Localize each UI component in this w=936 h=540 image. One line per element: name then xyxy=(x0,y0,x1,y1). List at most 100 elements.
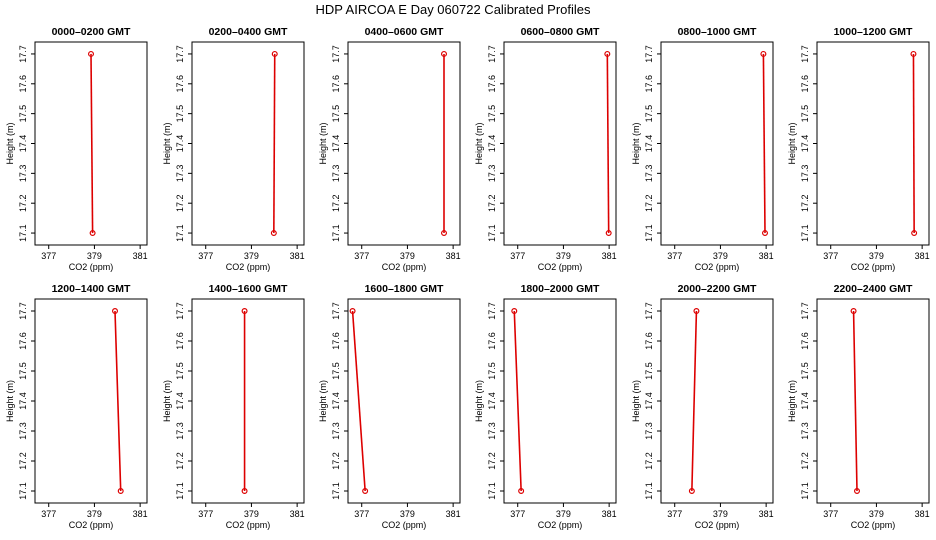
x-axis-label: CO2 (ppm) xyxy=(226,262,271,272)
x-axis-label: CO2 (ppm) xyxy=(851,520,896,530)
y-tick-label: 17.5 xyxy=(175,362,185,380)
x-axis-label: CO2 (ppm) xyxy=(695,520,740,530)
y-tick-label: 17.4 xyxy=(644,392,654,410)
y-tick-label: 17.3 xyxy=(175,422,185,440)
x-tick-label: 379 xyxy=(87,251,102,261)
x-tick-label: 379 xyxy=(244,509,259,519)
profile-line xyxy=(691,310,698,492)
y-tick-label: 17.5 xyxy=(331,105,341,123)
data-point xyxy=(850,308,857,315)
y-tick-label: 17.5 xyxy=(175,105,185,123)
y-tick-label: 17.1 xyxy=(800,482,810,500)
x-axis-label: CO2 (ppm) xyxy=(226,520,271,530)
chart-panel: 2200–2400 GMT 377 379 381 CO2 (ppm) 17.1 17.2 1… xyxy=(787,283,930,530)
y-tick-label: 17.7 xyxy=(800,302,810,320)
panel-title: 1600–1800 GMT xyxy=(365,283,444,295)
panel-title: 0400–0600 GMT xyxy=(365,26,444,38)
x-tick-label: 379 xyxy=(556,251,571,261)
y-tick-label: 17.7 xyxy=(331,302,341,320)
y-tick-label: 17.4 xyxy=(487,392,497,410)
panel-title: 0800–1000 GMT xyxy=(678,26,757,38)
x-tick-label: 377 xyxy=(198,251,213,261)
y-tick-label: 17.5 xyxy=(800,362,810,380)
data-point xyxy=(111,308,118,315)
profile-line xyxy=(90,53,94,234)
x-tick-label: 381 xyxy=(290,251,305,261)
y-tick-label: 17.7 xyxy=(487,45,497,63)
y-tick-label: 17.1 xyxy=(331,482,341,500)
y-tick-label: 17.2 xyxy=(175,194,185,212)
y-axis-label: Height (m) xyxy=(631,122,641,164)
y-tick-label: 17.2 xyxy=(175,452,185,470)
y-tick-label: 17.6 xyxy=(175,75,185,93)
y-tick-label: 17.6 xyxy=(331,75,341,93)
y-tick-label: 17.3 xyxy=(331,422,341,440)
profile-line xyxy=(351,310,366,492)
data-point xyxy=(605,230,612,237)
y-tick-label: 17.6 xyxy=(644,75,654,93)
y-tick-label: 17.2 xyxy=(800,452,810,470)
y-tick-label: 17.5 xyxy=(644,362,654,380)
x-tick-label: 381 xyxy=(133,251,148,261)
x-tick-label: 381 xyxy=(915,251,930,261)
y-tick-label: 17.6 xyxy=(800,332,810,350)
y-tick-label: 17.7 xyxy=(800,45,810,63)
y-tick-label: 17.4 xyxy=(644,135,654,153)
y-tick-label: 17.2 xyxy=(331,452,341,470)
y-tick-label: 17.1 xyxy=(644,224,654,242)
x-axis-label: CO2 (ppm) xyxy=(851,262,896,272)
y-tick-label: 17.6 xyxy=(18,332,28,350)
y-tick-label: 17.5 xyxy=(800,105,810,123)
chart-panel: 0000–0200 GMT 377 379 381 CO2 (ppm) 17.1 17.2 1… xyxy=(5,26,148,272)
x-axis-label: CO2 (ppm) xyxy=(382,520,427,530)
panel-title: 2000–2200 GMT xyxy=(678,283,757,295)
data-point xyxy=(441,230,448,237)
y-tick-label: 17.3 xyxy=(18,165,28,183)
y-tick-label: 17.3 xyxy=(644,165,654,183)
x-tick-label: 379 xyxy=(400,509,415,519)
y-tick-label: 17.3 xyxy=(331,165,341,183)
data-point xyxy=(241,488,248,495)
y-axis-label: Height (m) xyxy=(474,122,484,164)
y-axis-label: Height (m) xyxy=(5,380,15,422)
profile-line xyxy=(114,310,122,492)
y-tick-label: 17.5 xyxy=(18,105,28,123)
x-tick-label: 381 xyxy=(290,509,305,519)
y-tick-label: 17.3 xyxy=(175,165,185,183)
x-tick-label: 381 xyxy=(759,251,774,261)
y-tick-label: 17.1 xyxy=(331,224,341,242)
chart-panel: 1800–2000 GMT 377 379 381 CO2 (ppm) 17.1 17.2 1… xyxy=(474,283,617,530)
y-tick-label: 17.2 xyxy=(644,194,654,212)
y-tick-label: 17.3 xyxy=(800,422,810,440)
data-point xyxy=(349,308,356,315)
y-tick-label: 17.4 xyxy=(331,392,341,410)
y-tick-label: 17.6 xyxy=(331,332,341,350)
profile-line xyxy=(606,53,610,234)
y-tick-label: 17.1 xyxy=(18,224,28,242)
y-tick-label: 17.4 xyxy=(800,392,810,410)
x-tick-label: 379 xyxy=(713,509,728,519)
chart-panel: 2000–2200 GMT 377 379 381 CO2 (ppm) 17.1 17.2 1… xyxy=(631,283,774,530)
data-point xyxy=(911,230,918,237)
data-point xyxy=(693,308,700,315)
chart-panel: 0400–0600 GMT 377 379 381 CO2 (ppm) 17.1 17.2 1… xyxy=(318,26,461,272)
y-tick-label: 17.7 xyxy=(331,45,341,63)
x-tick-label: 381 xyxy=(602,509,617,519)
chart-panel: 1200–1400 GMT 377 379 381 CO2 (ppm) 17.1 17.2 1… xyxy=(5,283,148,530)
y-tick-label: 17.7 xyxy=(175,45,185,63)
y-tick-label: 17.3 xyxy=(487,165,497,183)
panel-title: 0600–0800 GMT xyxy=(521,26,600,38)
y-tick-label: 17.6 xyxy=(800,75,810,93)
x-tick-label: 377 xyxy=(823,509,838,519)
y-tick-label: 17.1 xyxy=(644,482,654,500)
y-tick-label: 17.2 xyxy=(487,194,497,212)
y-tick-label: 17.7 xyxy=(644,302,654,320)
x-axis-label: CO2 (ppm) xyxy=(69,262,114,272)
y-tick-label: 17.2 xyxy=(18,452,28,470)
y-tick-label: 17.2 xyxy=(644,452,654,470)
y-tick-label: 17.3 xyxy=(644,422,654,440)
x-tick-label: 377 xyxy=(41,251,56,261)
x-axis-label: CO2 (ppm) xyxy=(695,262,740,272)
x-tick-label: 379 xyxy=(713,251,728,261)
data-point xyxy=(511,308,518,315)
